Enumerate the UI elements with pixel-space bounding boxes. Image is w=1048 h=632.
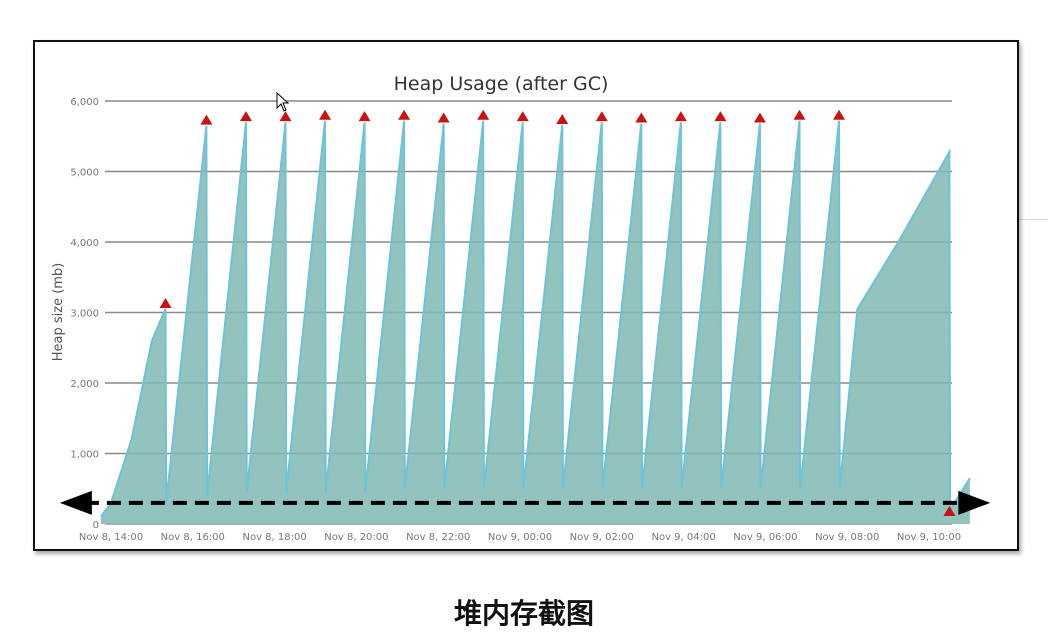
y-tick-label: 6,000 [70,97,99,108]
peak-marker [833,109,846,120]
peak-marker [200,114,213,125]
x-tick-label: Nov 9, 00:00 [488,532,552,543]
peak-marker [793,109,806,120]
arrow-left-head [59,490,92,515]
peak-marker [595,111,608,122]
x-tick-labels: Nov 8, 14:00 Nov 8, 16:00 Nov 8, 18:00 Nov … [79,532,961,543]
x-tick-label: Nov 9, 10:00 [897,532,961,543]
x-tick-label: Nov 8, 20:00 [324,532,388,543]
peak-marker [516,111,529,122]
y-tick-label: 0 [93,520,99,531]
peak-marker [714,111,727,122]
figure-caption: 堆内存截图 [453,597,594,630]
y-tick-label: 1,000 [70,450,99,461]
heap-usage-chart: 0 1,000 2,000 3,000 4,000 5,000 6,000 Nov 8, 1… [51,73,991,543]
decorative-divider [1018,219,1048,220]
x-tick-label: Nov 9, 04:00 [651,532,715,543]
peak-marker [319,109,332,120]
y-tick-label: 3,000 [70,309,99,320]
heap-usage-area [100,120,970,524]
peak-marker [753,112,766,123]
x-tick-label: Nov 8, 14:00 [79,532,143,543]
x-tick-label: Nov 8, 18:00 [242,532,306,543]
gc-peak-markers [159,109,956,516]
peak-marker [477,109,490,120]
peak-marker [437,112,450,123]
chart-title: Heap Usage (after GC) [394,73,609,95]
mouse-cursor-icon [276,92,290,112]
y-tick-label: 2,000 [70,379,99,390]
peak-marker [674,111,687,122]
peak-marker [279,111,292,122]
x-tick-label: Nov 9, 02:00 [570,532,634,543]
peak-marker [159,297,172,308]
y-tick-labels: 0 1,000 2,000 3,000 4,000 5,000 6,000 [70,97,99,531]
x-tick-label: Nov 9, 08:00 [815,532,879,543]
y-tick-label: 4,000 [70,238,99,249]
peak-marker [358,111,371,122]
peak-marker [635,112,648,123]
x-tick-label: Nov 9, 06:00 [733,532,797,543]
x-tick-label: Nov 8, 16:00 [161,532,225,543]
peak-marker [398,109,411,120]
peak-marker [239,111,252,122]
heap-usage-line [99,120,971,518]
peak-marker [943,505,956,516]
dashed-double-arrow [59,490,991,515]
arrow-right-head [958,490,991,515]
chart-frame: 0 1,000 2,000 3,000 4,000 5,000 6,000 Nov 8, 1… [33,40,1019,551]
peak-marker [556,113,569,124]
x-tick-label: Nov 8, 22:00 [406,532,470,543]
y-axis-label: Heap size (mb) [51,263,66,362]
y-tick-label: 5,000 [70,168,99,179]
